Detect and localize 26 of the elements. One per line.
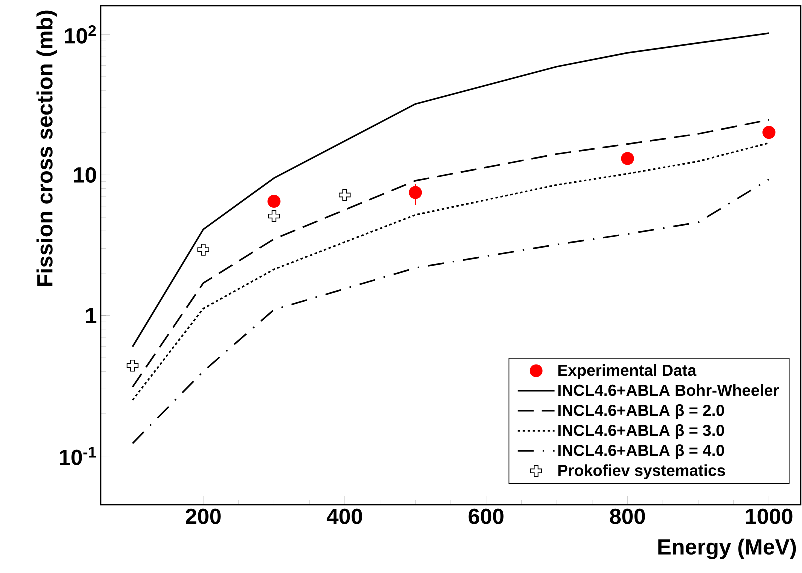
point	[126, 360, 139, 372]
y-tick-label: 1	[86, 308, 97, 324]
legend-label: INCL4.6+ABLA β = 3.0	[558, 424, 724, 440]
point	[762, 126, 776, 140]
legend-label: INCL4.6+ABLA Bohr-Wheeler	[558, 384, 780, 396]
point	[268, 195, 281, 208]
x-tick-label: 200	[186, 508, 221, 524]
point	[268, 210, 280, 222]
x-axis-title: Energy (MeV)	[658, 538, 796, 560]
point	[409, 186, 422, 200]
y-tick-label: 10$^{-1}$	[60, 447, 96, 466]
legend-label: INCL4.6+ABLA β = 2.0	[558, 404, 724, 420]
point	[621, 152, 634, 166]
x-tick-label: 1000	[746, 508, 793, 524]
x-tick-label: 600	[468, 508, 504, 524]
point	[339, 189, 351, 202]
y-axis-title: Fission cross section (mb)	[36, 10, 58, 286]
y-tick-label: 10$^{2}$	[65, 25, 96, 44]
x-tick-label: 400	[326, 508, 362, 524]
x-tick-label: 800	[610, 508, 646, 524]
line-series	[132, 32, 770, 348]
legend-label: Experimental Data	[558, 364, 697, 380]
point	[198, 244, 210, 256]
legend-label: INCL4.6+ABLA β = 4.0	[558, 444, 724, 460]
legend-label: Prokofiev systematics	[558, 464, 726, 480]
y-tick-label: 10	[74, 167, 96, 183]
